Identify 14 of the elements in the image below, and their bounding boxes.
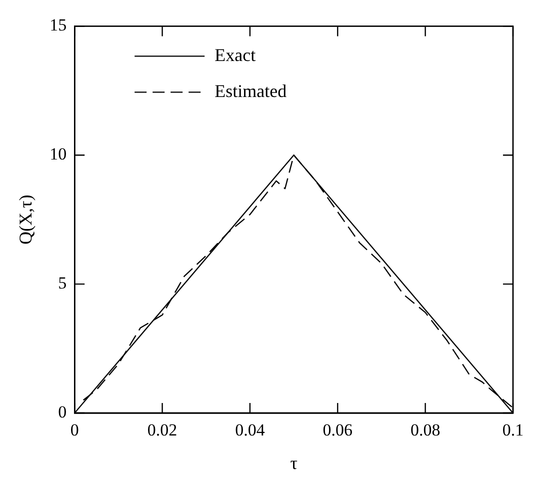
legend-label: Exact — [214, 44, 256, 65]
x-tick-label: 0.06 — [322, 420, 353, 440]
x-tick-label: 0.02 — [147, 420, 178, 440]
y-tick-label: 10 — [50, 144, 67, 164]
x-axis-title: τ — [290, 452, 298, 473]
y-tick-label: 0 — [58, 402, 67, 422]
x-tick-label: 0.08 — [410, 420, 440, 440]
y-tick-label: 5 — [58, 274, 67, 293]
legend-label: Estimated — [214, 80, 287, 101]
y-axis-title: Q(X,τ) — [16, 194, 36, 244]
x-tick-label: 0.1 — [502, 420, 524, 440]
y-tick-label: 15 — [50, 16, 67, 35]
x-tick-label: 0 — [70, 420, 79, 440]
x-tick-label: 0.04 — [235, 420, 266, 440]
